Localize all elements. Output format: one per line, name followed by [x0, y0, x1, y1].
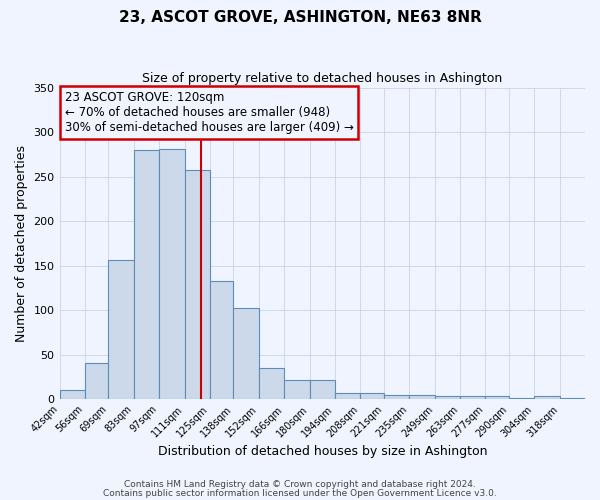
Bar [335, 393, 361, 399]
Text: 23 ASCOT GROVE: 120sqm
← 70% of detached houses are smaller (948)
30% of semi-de: 23 ASCOT GROVE: 120sqm ← 70% of detached… [65, 91, 353, 134]
Bar [534, 396, 560, 399]
Text: 23, ASCOT GROVE, ASHINGTON, NE63 8NR: 23, ASCOT GROVE, ASHINGTON, NE63 8NR [119, 10, 481, 25]
Bar [460, 396, 485, 399]
Bar [384, 394, 409, 399]
Bar [159, 150, 185, 399]
Bar [310, 380, 335, 399]
Bar [210, 281, 233, 399]
Bar [233, 308, 259, 399]
Text: Contains public sector information licensed under the Open Government Licence v3: Contains public sector information licen… [103, 488, 497, 498]
Bar [85, 362, 109, 399]
Text: Contains HM Land Registry data © Crown copyright and database right 2024.: Contains HM Land Registry data © Crown c… [124, 480, 476, 489]
X-axis label: Distribution of detached houses by size in Ashington: Distribution of detached houses by size … [158, 444, 487, 458]
Title: Size of property relative to detached houses in Ashington: Size of property relative to detached ho… [142, 72, 502, 86]
Bar [509, 398, 534, 399]
Bar [485, 396, 509, 399]
Bar [259, 368, 284, 399]
Bar [134, 150, 159, 399]
Bar [560, 398, 585, 399]
Bar [361, 393, 384, 399]
Bar [434, 396, 460, 399]
Bar [409, 394, 434, 399]
Y-axis label: Number of detached properties: Number of detached properties [15, 145, 28, 342]
Bar [284, 380, 310, 399]
Bar [59, 390, 85, 399]
Bar [109, 260, 134, 399]
Bar [185, 170, 210, 399]
